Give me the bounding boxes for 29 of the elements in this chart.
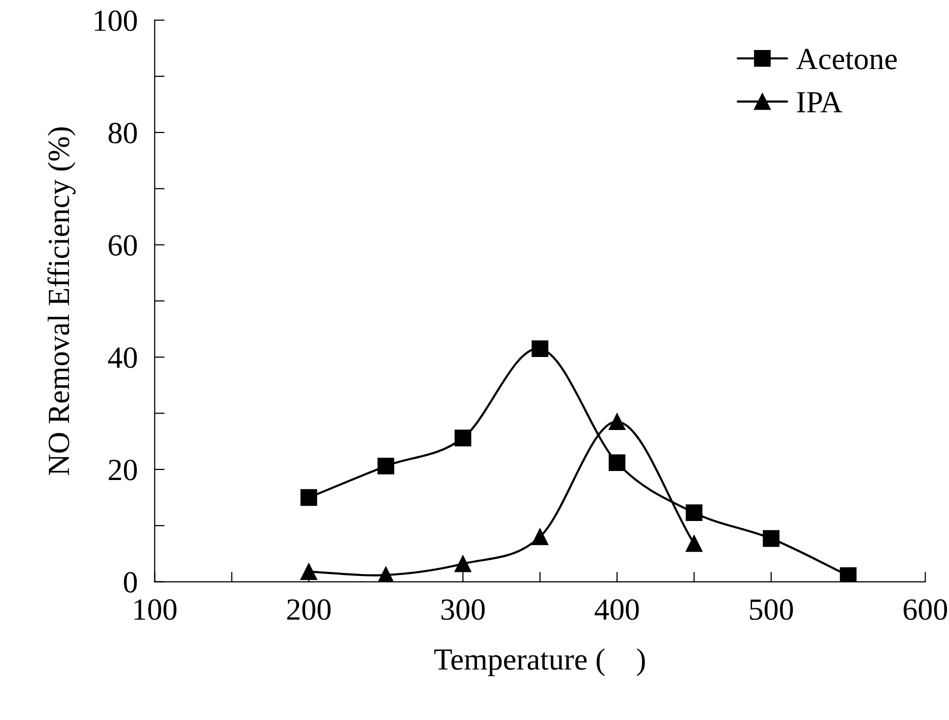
x-tick-label: 100 <box>134 599 176 620</box>
x-axis-title: Temperature ( ) <box>434 648 645 676</box>
point <box>532 528 548 546</box>
y-tick-label: 20 <box>108 460 137 480</box>
point <box>686 504 702 522</box>
x-tick-label: 200 <box>287 599 331 620</box>
x-tick-label: 600 <box>904 599 948 620</box>
point <box>378 566 394 582</box>
point <box>686 535 702 552</box>
point <box>840 567 857 582</box>
point <box>300 489 318 506</box>
y-axis-title: NO Removal Efficiency (%) <box>47 127 76 476</box>
point <box>378 458 394 474</box>
x-tick-label: 500 <box>750 599 793 620</box>
x-tick-label: 400 <box>594 599 639 620</box>
legend-label: IPA <box>797 92 842 112</box>
y-tick-label: 40 <box>108 347 137 368</box>
x-tick-label: 300 <box>441 599 485 620</box>
y-tick-label: 60 <box>108 235 137 256</box>
y-tick-label: 100 <box>94 10 137 32</box>
point <box>532 340 548 358</box>
y-tick-label: 80 <box>108 122 137 144</box>
point <box>454 555 472 572</box>
point <box>608 413 626 430</box>
point <box>608 454 626 472</box>
point <box>454 430 472 446</box>
y-tick-label: 0 <box>124 572 137 593</box>
point <box>762 530 780 547</box>
legend-label: Acetone <box>796 48 897 70</box>
